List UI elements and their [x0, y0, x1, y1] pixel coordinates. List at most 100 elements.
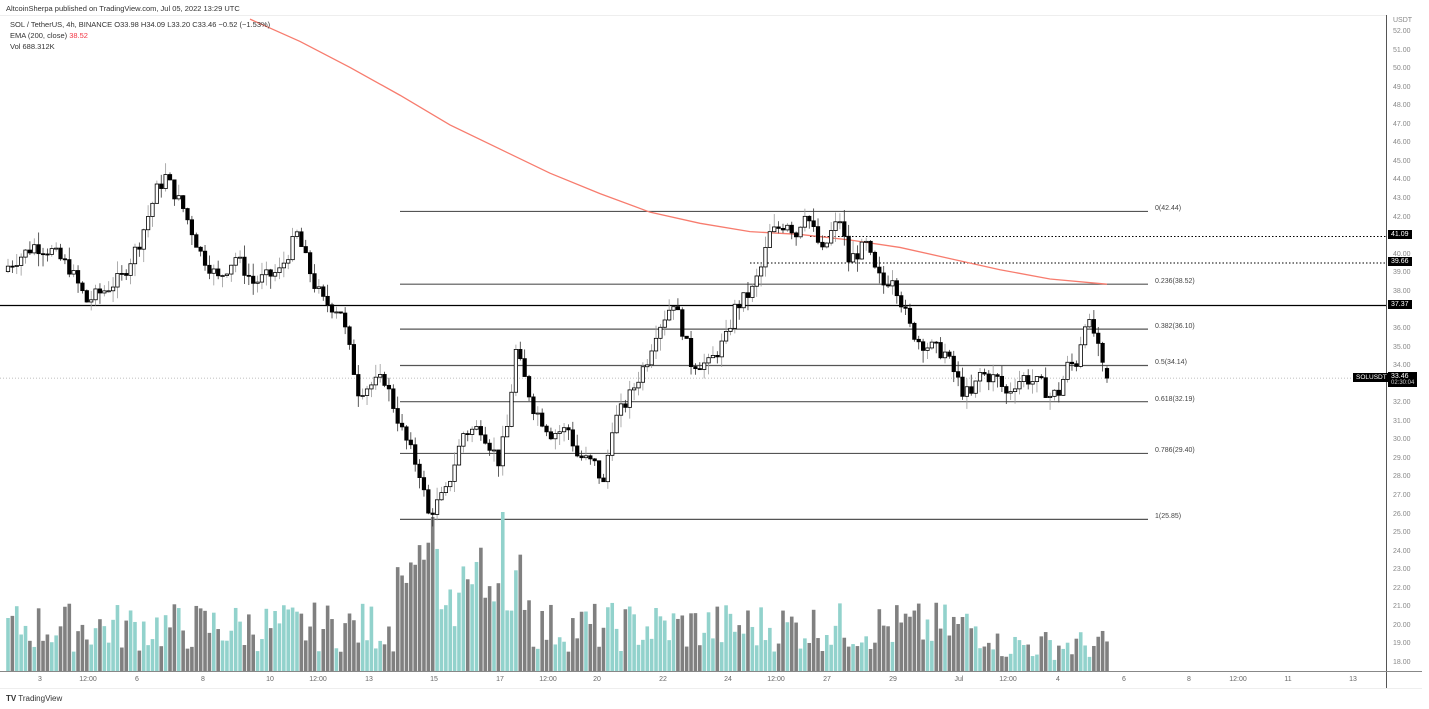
volume-bar [365, 640, 369, 672]
price-tick: 26.00 [1393, 510, 1411, 518]
candle-down [1074, 363, 1079, 367]
candle-up [636, 381, 641, 389]
volume-bar [159, 646, 164, 672]
candle-down [894, 280, 899, 297]
candle-up [5, 265, 11, 272]
volume-bar [649, 638, 654, 672]
volume-bar [763, 640, 768, 672]
price-tick: 34.00 [1393, 362, 1411, 370]
volume-bar [925, 619, 930, 672]
chart-plot-area[interactable] [0, 15, 1386, 672]
volume-bar [203, 610, 207, 672]
candle-down [995, 374, 1000, 377]
candle-up [369, 384, 374, 390]
ema-value: 38.52 [69, 31, 88, 40]
candle-up [102, 290, 107, 294]
candle-up [14, 265, 19, 267]
volume-bar [369, 606, 374, 672]
volume-bar [41, 640, 45, 672]
candle-down [119, 273, 124, 275]
volume-bar [890, 641, 895, 672]
time-axis[interactable]: 3 12:00 6 8 10 12:00 13 15 17 12:00 20 22 24 12:00 27 2… [0, 671, 1422, 689]
candle-down [45, 253, 50, 256]
volume-bar [916, 603, 921, 672]
tradingview-logo[interactable]: TV TradingView [6, 694, 62, 703]
candle-down [680, 309, 685, 337]
volume-bar [662, 620, 667, 672]
volume-bar [19, 634, 23, 672]
volume-bar [816, 638, 820, 672]
fib-level-label: 0.618(32.19) [1155, 395, 1195, 403]
price-tick: 18.00 [1393, 659, 1411, 667]
volume-bar [220, 640, 225, 672]
candle-down [198, 246, 203, 252]
volume-bar [518, 554, 523, 672]
volume-bar [1004, 656, 1009, 672]
volume-bar [864, 636, 868, 672]
volume-bar [881, 625, 886, 672]
volume-bar [58, 626, 63, 672]
candle-down [934, 341, 939, 344]
candle-down [137, 246, 142, 250]
volume-bar [216, 629, 220, 672]
volume-bar [338, 651, 343, 672]
candle-up [1021, 375, 1026, 382]
candle-down [960, 376, 965, 397]
candle-down [58, 247, 63, 260]
candle-up [662, 319, 667, 328]
candle-up [277, 267, 282, 274]
candle-down [413, 444, 418, 465]
volume-bar [378, 640, 382, 672]
volume-bar [426, 542, 431, 672]
candle-down [80, 282, 85, 292]
candle-up [286, 259, 291, 264]
volume-bar [1065, 642, 1070, 672]
price-level-label: 41.09 [1388, 230, 1412, 240]
candle-down [299, 231, 304, 247]
candlestick-chart[interactable] [0, 16, 1386, 672]
candle-up [211, 268, 216, 274]
volume-bar [242, 645, 247, 672]
volume-bar [846, 646, 851, 672]
candle-down [544, 425, 549, 433]
candle-up [150, 202, 155, 217]
candle-down [36, 244, 41, 255]
candle-up [772, 226, 777, 233]
volume-bar [286, 609, 291, 672]
candle-up [829, 230, 834, 244]
candle-up [741, 292, 746, 309]
volume-bar [1052, 659, 1057, 672]
candle-up [1083, 326, 1088, 346]
volume-bar [938, 628, 943, 672]
volume-bar [457, 592, 461, 672]
candle-up [798, 226, 803, 238]
volume-bar [1061, 648, 1066, 672]
volume-bar [387, 626, 391, 672]
tv-brand-text: TradingView [18, 694, 63, 703]
time-tick: 12:00 [767, 676, 785, 683]
volume-bar [654, 607, 658, 672]
ema-legend-row[interactable]: EMA (200, close) 38.52 [10, 30, 270, 41]
candle-down [601, 477, 606, 483]
volume-bar [163, 615, 168, 672]
candle-up [1061, 378, 1066, 396]
volume-bar [833, 625, 838, 672]
volume-bar [395, 567, 400, 672]
fib-level-label: 0.786(29.40) [1155, 447, 1195, 455]
volume-bar [947, 635, 952, 672]
volume-legend-row[interactable]: Vol 688.312K [10, 42, 55, 51]
volume-bar [1008, 653, 1013, 672]
volume-bar [623, 609, 628, 672]
candle-up [1012, 388, 1018, 392]
candle-up [281, 262, 286, 269]
volume-bar [45, 634, 50, 672]
price-axis[interactable]: USDT 52.00 51.00 50.00 49.00 48.00 47.00 46.00… [1386, 15, 1423, 671]
volume-bar [667, 640, 671, 672]
candle-up [456, 445, 462, 466]
volume-bar [1013, 636, 1017, 672]
time-tick: 17 [496, 676, 504, 683]
candle-down [881, 272, 886, 286]
candle-down [207, 264, 212, 274]
symbol-legend-row[interactable]: SOL / TetherUS, 4h, BINANCE O33.98 H34.0… [10, 19, 270, 30]
volume-bar [1100, 630, 1105, 672]
